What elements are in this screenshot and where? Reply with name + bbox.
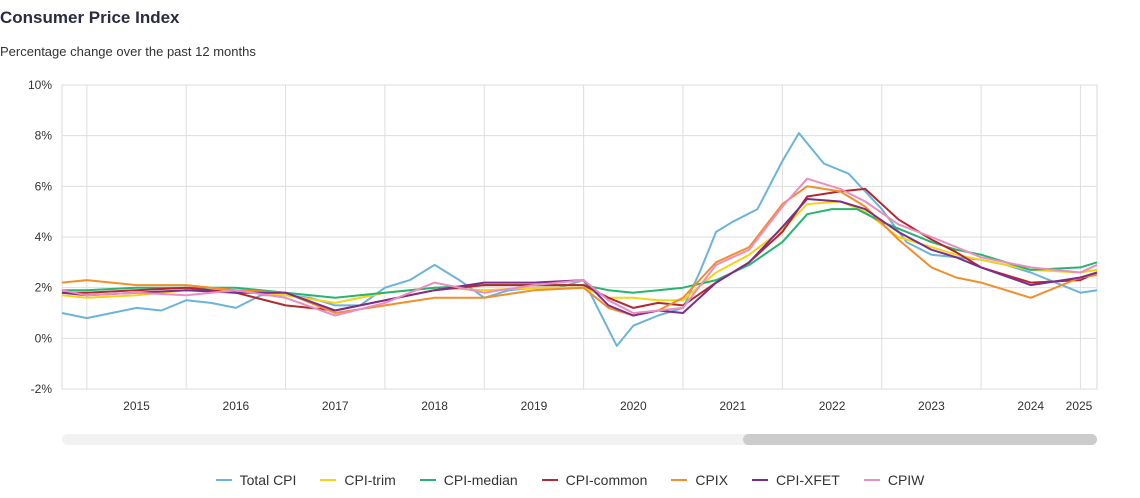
series-line-cpi-xfet[interactable] [61, 198, 1098, 317]
x-tick-label: 2020 [620, 399, 647, 413]
x-tick-label: 2021 [719, 399, 746, 413]
navigator-scrollbar-thumb[interactable] [743, 434, 1097, 445]
chart-series [61, 132, 1098, 347]
legend-swatch [671, 479, 688, 481]
legend-item-cpix[interactable]: CPIX [671, 472, 728, 488]
chart-title: Consumer Price Index [0, 8, 180, 27]
legend-label: CPI-median [443, 472, 518, 488]
series-line-total-cpi[interactable] [61, 132, 1098, 347]
legend-label: CPIX [695, 472, 729, 488]
chart-grid [61, 84, 1098, 390]
x-tick-label: 2017 [322, 399, 349, 413]
legend-label: CPIW [887, 472, 925, 488]
y-axis: -2% 0% 2% 4% 6% 8% 10% [28, 78, 52, 396]
legend-item-cpiw[interactable]: CPIW [863, 472, 925, 488]
x-axis: 2015 2016 2017 2018 2019 2020 2021 2022 2023 2024… [123, 399, 1093, 413]
chart-legend: Total CPI CPI-trim CPI-median CPI-common CPI… [0, 472, 1140, 488]
y-tick-label: 0% [35, 331, 53, 345]
x-tick-label: 2023 [918, 399, 945, 413]
x-tick-label: 2024 [1017, 399, 1044, 413]
legend-label: Total CPI [239, 472, 297, 488]
y-tick-label: 10% [28, 78, 52, 92]
y-tick-label: 6% [35, 179, 53, 193]
legend-swatch [419, 479, 436, 481]
series-line-cpiw[interactable] [61, 177, 1098, 317]
line-chart[interactable]: -2% 0% 2% 4% 6% 8% 10% 2015 2016 2017 2018 2019 202… [0, 0, 1140, 430]
y-tick-label: 4% [35, 230, 53, 244]
legend-item-cpi-trim[interactable]: CPI-trim [320, 472, 396, 488]
y-tick-label: 8% [35, 129, 53, 143]
chart-subtitle: Percentage change over the past 12 month… [0, 44, 256, 59]
x-tick-label: 2025 [1066, 399, 1093, 413]
legend-swatch [215, 479, 232, 481]
x-tick-label: 2015 [123, 399, 150, 413]
legend-label: CPI-XFET [776, 472, 840, 488]
navigator-scrollbar-track[interactable] [62, 434, 1097, 445]
y-tick-label: -2% [31, 382, 53, 396]
legend-item-total-cpi[interactable]: Total CPI [215, 472, 297, 488]
x-tick-label: 2019 [521, 399, 548, 413]
x-tick-label: 2022 [819, 399, 846, 413]
legend-label: CPI-common [565, 472, 648, 488]
legend-item-cpi-common[interactable]: CPI-common [541, 472, 648, 488]
legend-item-cpi-xfet[interactable]: CPI-XFET [752, 472, 840, 488]
series-line-cpi-common[interactable] [62, 187, 1098, 312]
legend-label: CPI-trim [344, 472, 396, 488]
legend-item-cpi-median[interactable]: CPI-median [419, 472, 518, 488]
legend-swatch [752, 479, 769, 481]
x-tick-label: 2018 [421, 399, 448, 413]
x-tick-label: 2016 [223, 399, 250, 413]
y-tick-label: 2% [35, 281, 53, 295]
legend-swatch [320, 479, 337, 481]
legend-swatch [541, 479, 558, 481]
legend-swatch [863, 479, 880, 481]
